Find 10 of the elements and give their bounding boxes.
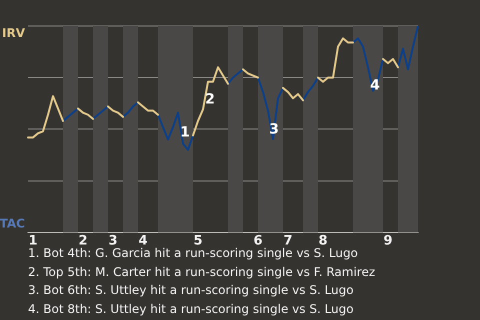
annotation: 3 (269, 122, 279, 138)
annotation: 1 (180, 124, 190, 141)
text: 3. Bot 6th: S. Uttley hit a run-scoring single vs S. Lugo (28, 282, 355, 299)
text: 4. Bot 8th: S. Uttley hit a run-scoring single vs S. Lugo (28, 300, 355, 318)
text: IRV (2, 26, 26, 40)
text: 2. Top 5th: M. Carter hit a run-scoring single vs F. Ramirez (28, 264, 376, 280)
text: TAC (0, 216, 26, 231)
annotation: 2 (205, 92, 215, 108)
x-tick-label: 9 (383, 234, 393, 249)
annotation: 4 (370, 78, 380, 94)
